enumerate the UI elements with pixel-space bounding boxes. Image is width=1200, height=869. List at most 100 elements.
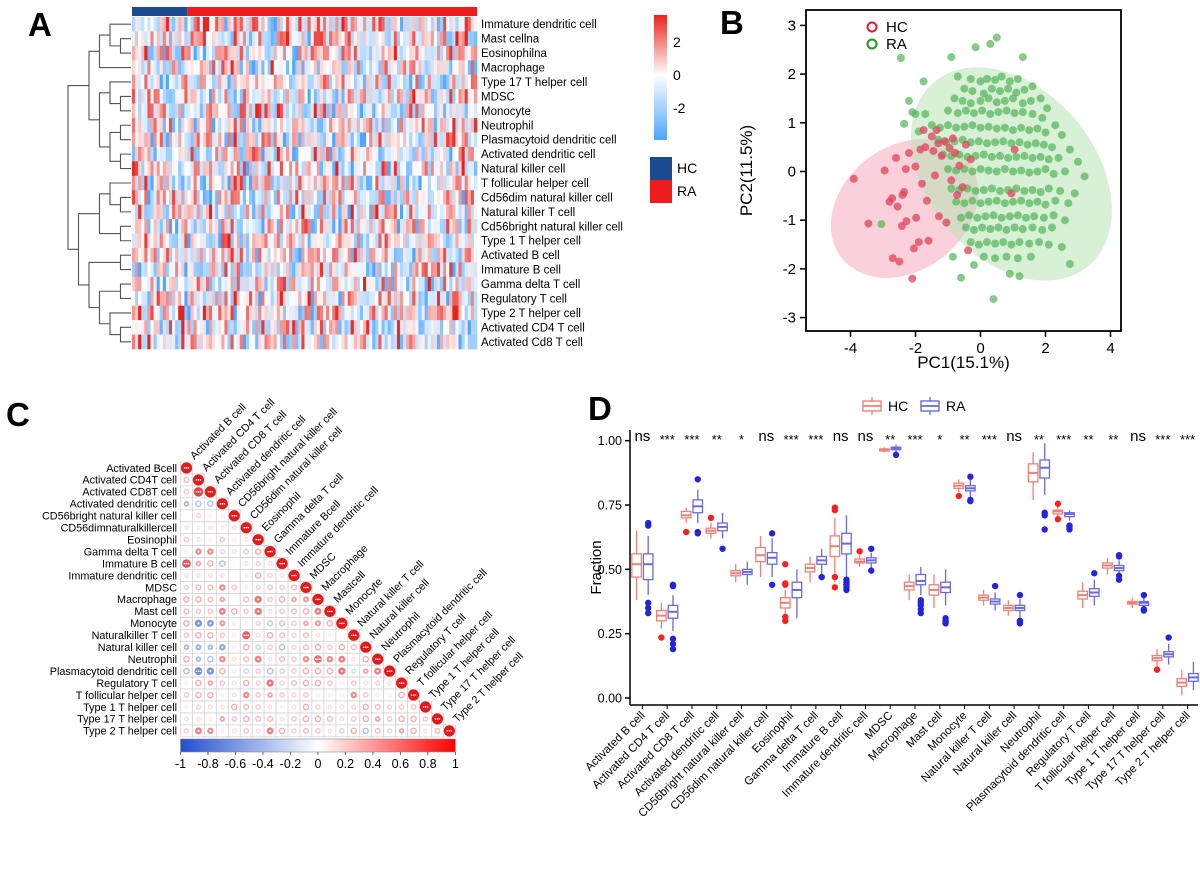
heatmap-row-label: MDSC <box>481 91 515 103</box>
significance-marker: *** <box>783 432 798 447</box>
panelA-row-labels: Immature dendritic cell Mast cellna Eosino… <box>481 19 623 349</box>
heatmap-row-label: Activated dendritic cell <box>481 149 595 161</box>
significance-marker: ns <box>858 428 874 445</box>
legend-swatch-hc <box>650 157 672 180</box>
corr-row-label: Gamma delta T cell <box>84 546 177 558</box>
corr-row-label: Type 2 T helper cell <box>83 726 177 738</box>
panel-a-label: A <box>28 6 52 43</box>
heatmap-row-label: Activated Cd8 T cell <box>481 337 583 349</box>
x-tick-label: 0 <box>976 340 984 357</box>
panelB-ra-points <box>877 33 1089 304</box>
significance-marker: *** <box>907 432 922 447</box>
panelD-hc-boxes <box>631 447 1188 696</box>
corr-row-label: T follicular helper cell <box>76 690 177 702</box>
significance-marker: ** <box>1083 432 1093 447</box>
x-tick-label: -2 <box>909 340 922 357</box>
significance-marker: *** <box>684 432 699 447</box>
corr-row-label: Macrophage <box>117 594 177 606</box>
corr-colorbar-tick: 1 <box>452 757 459 771</box>
heatmap-row-label: Activated B cell <box>481 250 560 262</box>
panelB-axes: -4 -2 0 2 4 3 2 1 0 -1 -2 -3 PC1(15.1%) PC2(11.5%) <box>737 17 1115 372</box>
legend-label: HC <box>886 19 908 36</box>
panelD-legend: HC RA <box>862 397 966 415</box>
panelD-ra-boxes <box>642 443 1199 691</box>
heatmap-row-label: Immature B cell <box>481 265 561 277</box>
significance-marker: ** <box>1108 432 1118 447</box>
corr-row-label: Activated Bcell <box>106 463 177 475</box>
colorbar-gradient <box>654 15 667 140</box>
panelA-heatmap-cells <box>132 17 478 350</box>
colorbar-tick: 2 <box>673 34 681 50</box>
corr-colorbar-tick: 0.2 <box>337 757 354 771</box>
corr-row-label: Type 1 T helper cell <box>83 702 177 714</box>
x-tick-label: 2 <box>1041 340 1049 357</box>
significance-marker: ns <box>1006 428 1022 445</box>
y-tick-label: -1 <box>783 212 796 229</box>
corr-row-label: CD56bright natural killer cell <box>42 511 177 523</box>
significance-marker: * <box>739 432 744 447</box>
y-tick-label: 0.00 <box>598 692 622 706</box>
panelA-colorbar: 2 0 -2 <box>654 15 686 140</box>
y-tick-label: 3 <box>788 17 796 34</box>
corr-row-label: Immature dendritic cell <box>68 570 177 582</box>
group-annotation-ra <box>187 7 477 16</box>
y-tick-label: 1 <box>788 115 796 132</box>
significance-marker: ns <box>634 428 650 445</box>
corr-row-label: Neutrophil <box>128 654 177 666</box>
heatmap-row-label: T follicular helper cell <box>481 178 589 190</box>
pca-y-axis-title: PC2(11.5%) <box>737 125 756 216</box>
corr-row-label: Monocyte <box>130 618 177 630</box>
y-tick-label: 2 <box>788 66 796 83</box>
legend-label-hc: HC <box>888 398 908 414</box>
heatmap-row-label: Natural killer cell <box>481 164 565 176</box>
panel-b-label: B <box>720 4 744 41</box>
panelA-group-legend: HC RA <box>650 157 697 203</box>
heatmap-row-label: Natural killer T cell <box>481 207 575 219</box>
pca-x-axis-title: PC1(15.1%) <box>917 353 1010 372</box>
corr-colorbar-tick: 0 <box>314 757 321 771</box>
legend-circle-hc <box>866 21 878 33</box>
heatmap-row-label: Regulatory T cell <box>481 294 567 306</box>
significance-marker: *** <box>1056 432 1071 447</box>
corr-row-label: Activated CD8T cell <box>82 487 177 499</box>
heatmap-row-label: Monocyte <box>481 106 531 118</box>
legend-swatch-ra <box>650 180 672 203</box>
panelC-colorbar: -1 -0.8 -0.6 -0.4 -0.2 0 0.2 0.4 0.6 0.8 1 <box>175 738 459 771</box>
x-tick-label: 4 <box>1106 340 1114 357</box>
panelA-heatmap-group <box>132 7 477 16</box>
significance-marker: *** <box>1155 432 1170 447</box>
corr-row-label: Plasmacytoid dendritic cell <box>50 666 177 678</box>
y-tick-label: 1.00 <box>598 434 622 448</box>
significance-marker: ns <box>758 428 774 445</box>
colorbar-tick: -2 <box>673 100 686 116</box>
corr-row-label: Activated dendritic cell <box>70 499 177 511</box>
corr-colorbar-tick: -1 <box>175 757 186 771</box>
panelA-dendrogram <box>67 23 131 343</box>
heatmap-row-label: Cd56bright natural killer cell <box>481 221 623 233</box>
corr-row-label: Mast cell <box>134 606 177 618</box>
heatmap-row-label: Plasmacytoid dendritic cell <box>481 135 617 147</box>
corr-colorbar-tick: -0.6 <box>225 757 247 771</box>
colorbar-tick: 0 <box>673 67 681 83</box>
significance-marker: ** <box>960 432 970 447</box>
panelD-axes: 0.00 0.25 0.50 0.75 1.00 Fraction <box>588 430 1198 706</box>
legend-label: HC <box>677 160 697 176</box>
heatmap-row-label: Activated CD4 T cell <box>481 322 585 334</box>
corr-row-label: Naturalkiller T cell <box>92 630 177 642</box>
significance-marker: ** <box>712 432 722 447</box>
heatmap-row-label: Macrophage <box>481 63 545 75</box>
heatmap-row-label: Type 1 T helper cell <box>481 236 581 248</box>
y-tick-label: -3 <box>783 310 796 327</box>
significance-marker: * <box>937 432 942 447</box>
legend-label-ra: RA <box>946 398 966 414</box>
corr-colorbar-tick: -0.8 <box>197 757 219 771</box>
panelB-hc-points <box>849 126 1019 283</box>
significance-marker: ** <box>885 432 895 447</box>
significance-marker: ns <box>1130 428 1146 445</box>
corr-colorbar-tick: -0.2 <box>280 757 302 771</box>
panelD-significance: ns *** *** ** * ns *** *** ns ns ** *** * ** *** ns ** **… <box>634 428 1195 447</box>
